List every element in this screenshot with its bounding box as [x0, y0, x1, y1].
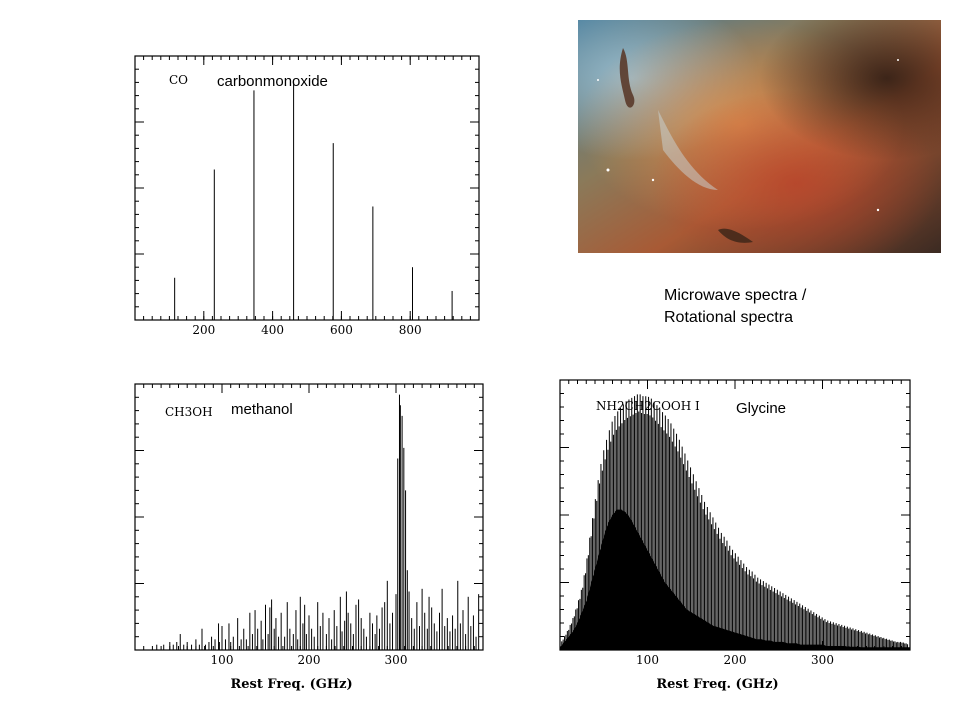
glycine-spectrum-svg: 100 200 300 NH2CH2COOH I Glycine Rest Freq. (…: [559, 379, 911, 692]
x-tick-label: 200: [298, 653, 321, 667]
x-tick-label: 800: [399, 323, 422, 337]
molecule-name-label: carbonmonoxide: [217, 73, 328, 90]
methanol-spectrum-svg: 100 200 300 CH3OH methanol Rest Freq. (GHz): [134, 383, 484, 692]
x-tick-label: 100: [211, 653, 234, 667]
methanol-spectrum-chart: 100 200 300 CH3OH methanol Rest Freq. (GHz): [0, 370, 500, 720]
plot-frame: [134, 55, 480, 321]
species-label: CO: [169, 73, 188, 87]
species-label: NH2CH2COOH I: [596, 399, 700, 413]
x-axis-label: Rest Freq. (GHz): [230, 677, 352, 692]
x-tick-label: 300: [811, 653, 834, 667]
x-tick-label: 200: [192, 323, 215, 337]
nebula-image: [578, 20, 941, 253]
caption: Microwave spectra / Rotational spectra: [664, 285, 924, 329]
x-tick-label: 600: [330, 323, 353, 337]
plot-frame: [134, 383, 484, 651]
x-tick-label: 200: [724, 653, 747, 667]
x-tick-label: 400: [261, 323, 284, 337]
glycine-spectrum-chart: 100 200 300 NH2CH2COOH I Glycine Rest Freq. (…: [520, 370, 940, 720]
species-label: CH3OH: [165, 405, 213, 419]
x-axis-label: Rest Freq. (GHz): [656, 677, 778, 692]
molecule-name-label: Glycine: [736, 400, 786, 417]
caption-line-2: Rotational spectra: [664, 309, 793, 326]
co-spectrum-svg: 200 400 600 800 CO carbonmonoxide: [134, 55, 480, 337]
caption-line-1: Microwave spectra /: [664, 287, 807, 304]
co-spectrum-chart: 200 400 600 800 CO carbonmonoxide: [0, 0, 490, 350]
x-tick-label: 300: [385, 653, 408, 667]
x-tick-label: 100: [636, 653, 659, 667]
molecule-name-label: methanol: [231, 401, 293, 418]
